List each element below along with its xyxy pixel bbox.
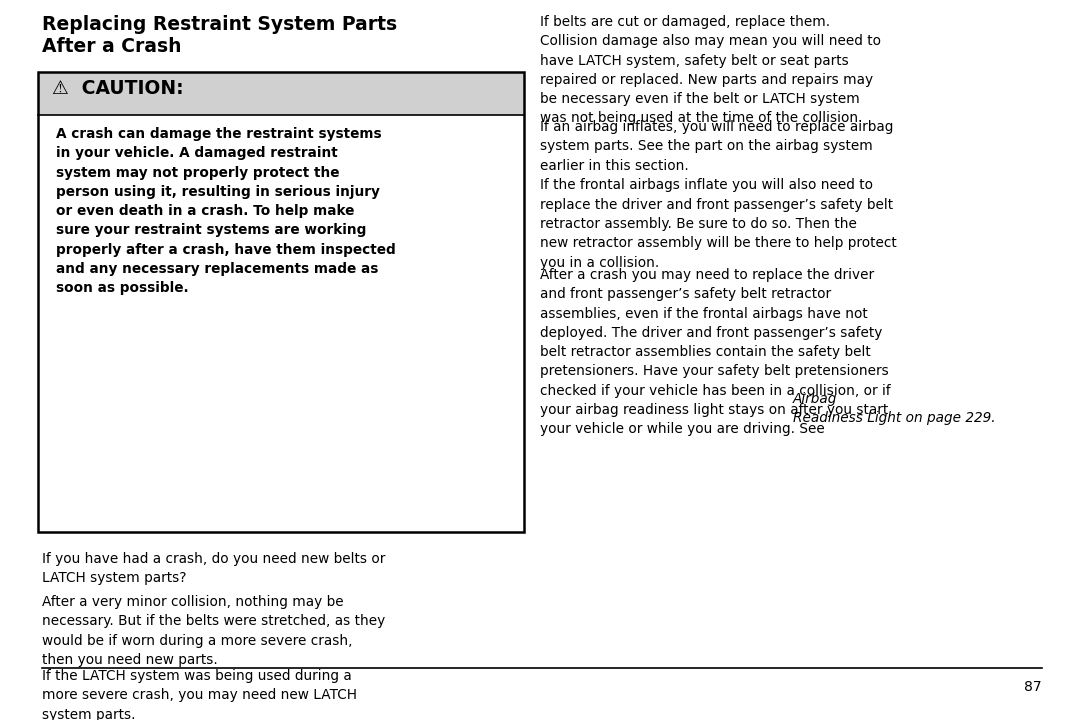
Text: If the LATCH system was being used during a
more severe crash, you may need new : If the LATCH system was being used durin… <box>42 669 357 720</box>
Text: After a Crash: After a Crash <box>42 37 181 56</box>
Text: After a crash you may need to replace the driver
and front passenger’s safety be: After a crash you may need to replace th… <box>540 268 891 436</box>
Bar <box>38 115 524 532</box>
Text: If the frontal airbags inflate you will also need to
replace the driver and fron: If the frontal airbags inflate you will … <box>540 179 896 269</box>
Bar <box>38 72 524 532</box>
Text: If an airbag inflates, you will need to replace airbag
system parts. See the par: If an airbag inflates, you will need to … <box>540 120 893 173</box>
Text: 87: 87 <box>1024 680 1042 694</box>
Text: A crash can damage the restraint systems
in your vehicle. A damaged restraint
sy: A crash can damage the restraint systems… <box>56 127 395 295</box>
Text: After a very minor collision, nothing may be
necessary. But if the belts were st: After a very minor collision, nothing ma… <box>42 595 386 667</box>
Text: ⚠  CAUTION:: ⚠ CAUTION: <box>52 79 184 98</box>
Bar <box>38 72 524 115</box>
Text: If belts are cut or damaged, replace them.
Collision damage also may mean you wi: If belts are cut or damaged, replace the… <box>540 15 881 125</box>
Text: If you have had a crash, do you need new belts or
LATCH system parts?: If you have had a crash, do you need new… <box>42 552 386 585</box>
Text: Airbag
Readiness Light on page 229.: Airbag Readiness Light on page 229. <box>793 392 996 426</box>
Text: Replacing Restraint System Parts: Replacing Restraint System Parts <box>42 15 397 34</box>
